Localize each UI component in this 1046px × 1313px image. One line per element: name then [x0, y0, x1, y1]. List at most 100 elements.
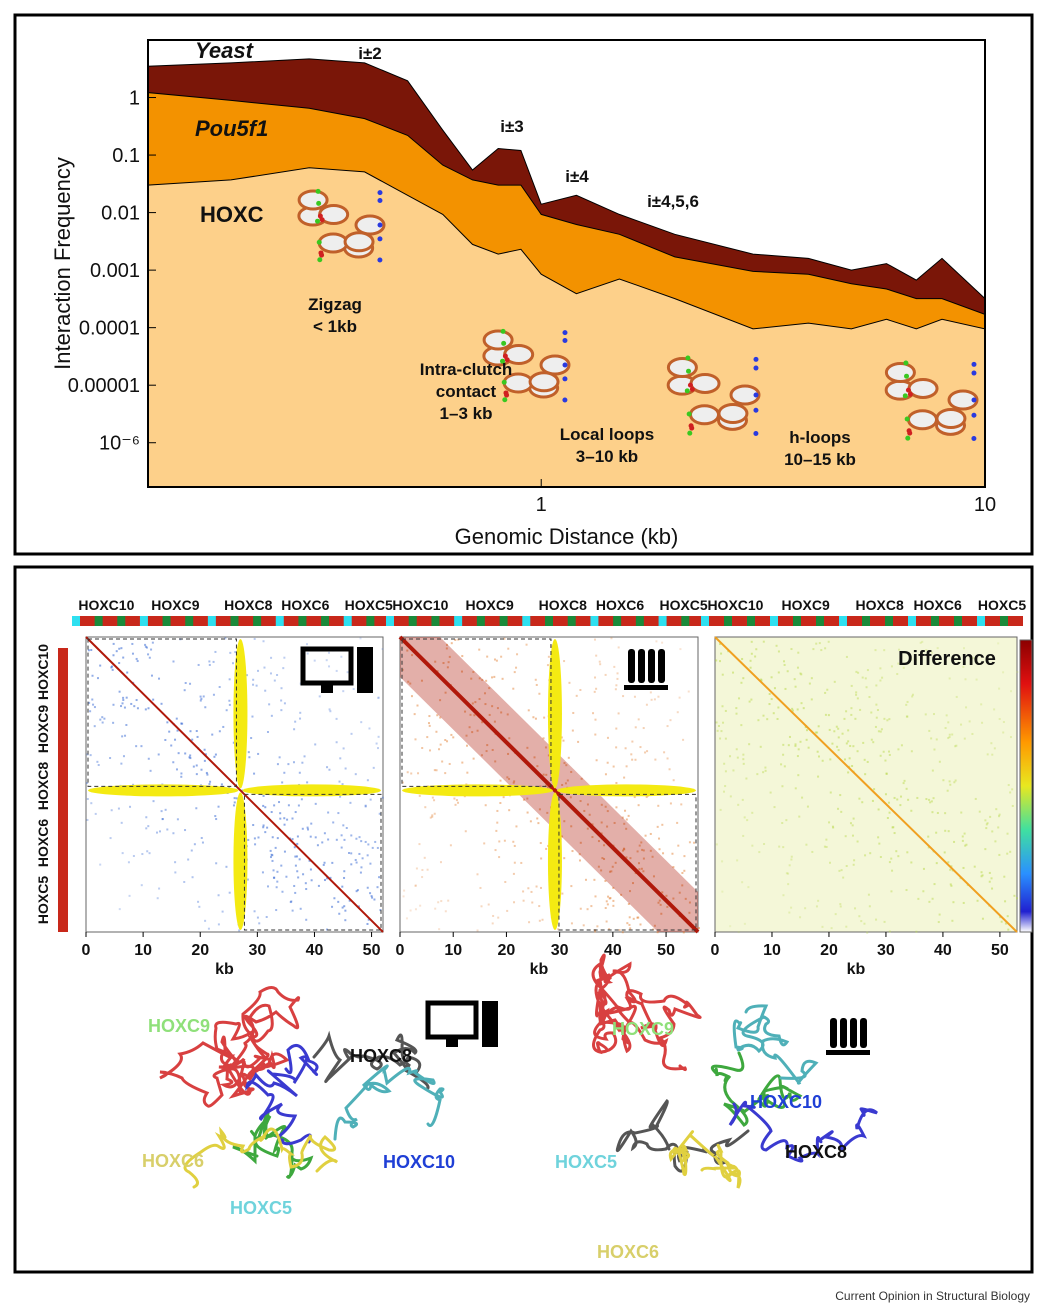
map-texture [191, 738, 194, 741]
map-texture [875, 703, 878, 706]
map-texture [933, 748, 936, 751]
map-texture [438, 748, 441, 751]
map-texture [591, 823, 594, 826]
map-texture [131, 652, 134, 655]
map-texture [534, 678, 537, 681]
map-texture [962, 647, 965, 650]
map-texture [935, 738, 938, 741]
map-texture [352, 688, 355, 691]
map-texture [857, 671, 860, 674]
map-texture [993, 747, 996, 750]
map-texture [308, 859, 311, 862]
map-texture [721, 673, 724, 676]
map-texture [613, 665, 616, 668]
map-texture [998, 718, 1001, 721]
map-texture [649, 691, 652, 694]
map-texture [515, 666, 518, 669]
map-texture [873, 788, 876, 791]
map-texture [672, 897, 675, 900]
map-texture [272, 869, 275, 872]
map-texture [948, 733, 951, 736]
map-texture [437, 901, 440, 904]
map-texture [910, 750, 913, 753]
map-texture [949, 883, 952, 886]
map-texture [343, 870, 346, 873]
gene-track-seg [658, 616, 667, 626]
map-texture [328, 665, 331, 668]
x-axis-title: kb [530, 961, 549, 978]
map-texture [338, 780, 341, 783]
tad-box [401, 638, 552, 787]
map-texture [742, 677, 745, 680]
map-texture [183, 689, 186, 692]
map-texture [225, 709, 228, 712]
map-texture [906, 851, 909, 854]
map-texture [428, 715, 431, 718]
map-texture [522, 890, 525, 893]
map-texture [436, 714, 439, 717]
map-texture [318, 695, 321, 698]
map-texture [799, 916, 802, 919]
map-texture [199, 699, 202, 702]
map-texture [285, 875, 288, 878]
map-texture [650, 698, 653, 701]
map-texture [799, 672, 802, 675]
map-texture [571, 729, 574, 732]
map-texture [565, 764, 568, 767]
map-texture [888, 811, 891, 814]
map-texture [500, 711, 503, 714]
gene-track-seg [635, 616, 644, 626]
gene-label: HOXC5 [345, 597, 393, 613]
x-axis-title: kb [847, 961, 866, 978]
map-texture [617, 646, 620, 649]
map-texture [615, 684, 618, 687]
gene-track-seg [1000, 616, 1008, 626]
map-texture [532, 716, 535, 719]
map-texture [935, 831, 938, 834]
map-texture [474, 701, 477, 704]
map-texture [571, 850, 574, 853]
map-texture [328, 708, 331, 711]
map-texture [495, 659, 498, 662]
map-texture [658, 899, 661, 902]
map-texture [614, 688, 617, 691]
map-texture [788, 735, 791, 738]
map-texture [688, 901, 691, 904]
map-texture [494, 760, 497, 763]
map-texture [845, 742, 848, 745]
x-tick-label: 40 [934, 942, 952, 959]
map-texture [628, 916, 631, 919]
map-texture [377, 696, 380, 699]
map-texture [135, 657, 138, 660]
map-texture [406, 649, 409, 652]
map-texture [743, 816, 746, 819]
map-texture [150, 674, 153, 677]
map-texture [787, 744, 790, 747]
map-texture [862, 741, 865, 744]
x-tick-label: 20 [498, 942, 516, 959]
map-texture [495, 829, 498, 832]
map-texture [629, 927, 632, 930]
map-texture [808, 682, 811, 685]
gene-label: HOXC10 [392, 597, 448, 613]
map-texture [283, 771, 286, 774]
map-texture [742, 834, 745, 837]
map-texture [817, 899, 820, 902]
map-texture [861, 676, 864, 679]
map-texture [444, 691, 447, 694]
map-texture [546, 664, 549, 667]
tube-icon [624, 685, 668, 690]
map-texture [719, 660, 722, 663]
map-texture [877, 836, 880, 839]
map-texture [447, 899, 450, 902]
map-texture [513, 780, 516, 783]
map-texture [235, 797, 238, 800]
map-texture [604, 879, 607, 882]
map-texture [439, 716, 442, 719]
map-texture [175, 768, 178, 771]
map-texture [498, 856, 501, 859]
map-texture [471, 731, 474, 734]
map-texture [604, 907, 607, 910]
map-texture [123, 706, 126, 709]
map-texture [542, 773, 545, 776]
